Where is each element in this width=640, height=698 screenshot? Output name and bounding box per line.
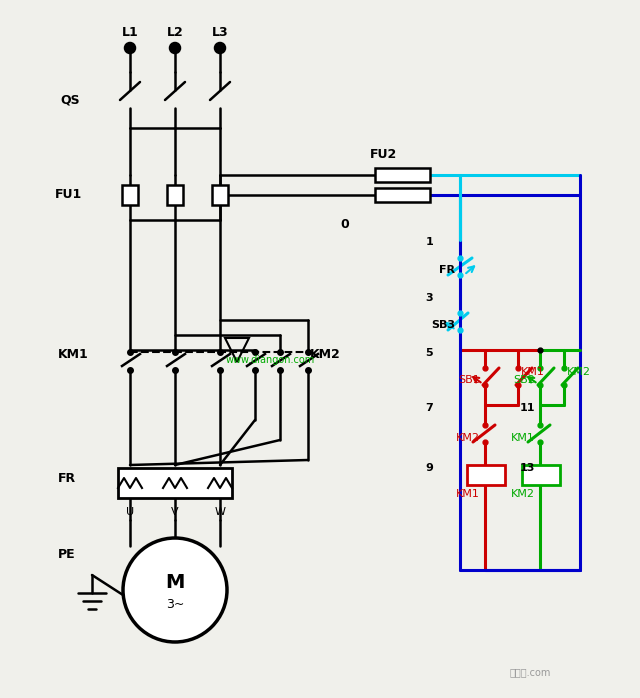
Bar <box>522 465 560 485</box>
Text: PE: PE <box>58 547 76 560</box>
Text: 11: 11 <box>520 403 535 413</box>
Text: W: W <box>214 507 225 517</box>
Text: 接线图.com: 接线图.com <box>509 667 550 677</box>
Circle shape <box>170 43 180 53</box>
Bar <box>467 465 505 485</box>
Text: V: V <box>171 507 179 517</box>
Text: U: U <box>126 507 134 517</box>
Text: FR: FR <box>439 265 455 275</box>
Text: 5: 5 <box>426 348 433 358</box>
Text: 7: 7 <box>425 403 433 413</box>
Text: 13: 13 <box>520 463 535 473</box>
Bar <box>122 185 138 205</box>
Text: FU1: FU1 <box>55 188 83 202</box>
Text: www.diangon.com: www.diangon.com <box>225 355 315 365</box>
Text: 9: 9 <box>425 463 433 473</box>
Circle shape <box>125 43 135 53</box>
Text: KM2: KM2 <box>511 489 535 499</box>
Text: KM1: KM1 <box>521 367 545 377</box>
Circle shape <box>215 43 225 53</box>
Bar <box>118 468 232 498</box>
Text: KM2: KM2 <box>310 348 340 362</box>
Text: KM2: KM2 <box>567 367 591 377</box>
Bar <box>375 168 430 182</box>
Text: 1: 1 <box>425 237 433 247</box>
Text: SB2: SB2 <box>513 375 535 385</box>
Text: L3: L3 <box>212 26 228 38</box>
Bar <box>212 185 228 205</box>
Text: L1: L1 <box>122 26 138 38</box>
Text: SB1: SB1 <box>458 375 480 385</box>
Bar <box>375 188 430 202</box>
Text: KM1: KM1 <box>58 348 89 362</box>
Text: KM2: KM2 <box>456 433 480 443</box>
Text: QS: QS <box>60 94 79 107</box>
Text: FR: FR <box>58 472 76 484</box>
Text: KM1: KM1 <box>456 489 480 499</box>
Text: FU2: FU2 <box>370 149 397 161</box>
Text: SB3: SB3 <box>431 320 455 330</box>
Circle shape <box>123 538 227 642</box>
Text: KM1: KM1 <box>511 433 535 443</box>
Text: 3~: 3~ <box>166 597 184 611</box>
Text: 0: 0 <box>340 218 349 232</box>
Text: L2: L2 <box>166 26 184 38</box>
Text: 3: 3 <box>426 293 433 303</box>
Text: M: M <box>165 572 185 591</box>
Bar <box>167 185 183 205</box>
